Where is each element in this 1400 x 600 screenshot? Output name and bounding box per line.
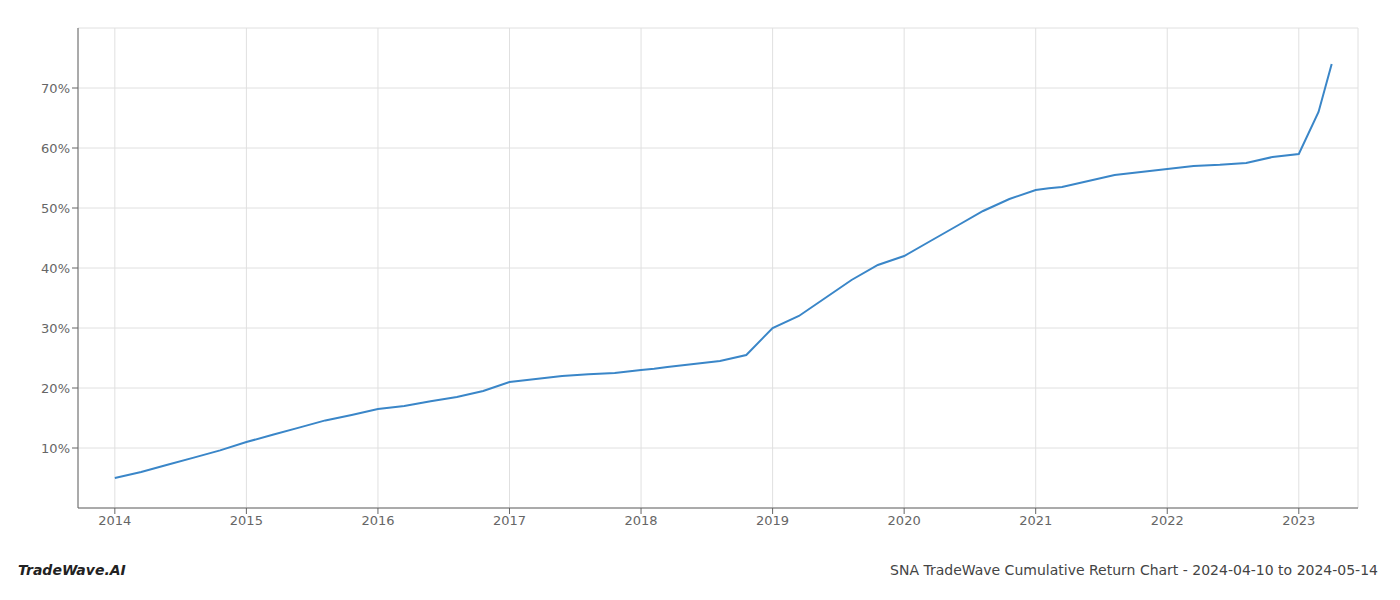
svg-text:20%: 20% [41,381,70,396]
html-text:TradeWave.AI: TradeWave.AI [18,562,126,578]
svg-text:70%: 70% [41,81,70,96]
svg-text:2016: 2016 [361,513,394,528]
svg-text:2023: 2023 [1282,513,1315,528]
svg-text:30%: 30% [41,321,70,336]
svg-text:40%: 40% [41,261,70,276]
svg-text:2017: 2017 [493,513,526,528]
svg-text:2022: 2022 [1151,513,1184,528]
svg-text:2018: 2018 [624,513,657,528]
svg-text:2020: 2020 [888,513,921,528]
svg-text:60%: 60% [41,141,70,156]
svg-text:2019: 2019 [756,513,789,528]
svg-text:2015: 2015 [230,513,263,528]
svg-text:10%: 10% [41,441,70,456]
svg-text:2014: 2014 [98,513,131,528]
svg-text:50%: 50% [41,201,70,216]
html-text:SNA TradeWave Cumulative Retur: SNA TradeWave Cumulative Return Chart - … [890,562,1378,578]
svg-text:2021: 2021 [1019,513,1052,528]
